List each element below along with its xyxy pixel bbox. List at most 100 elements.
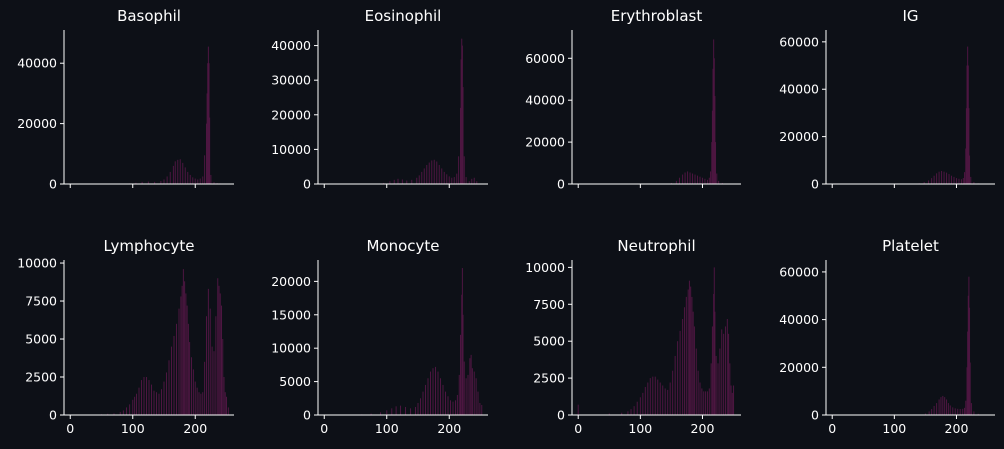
histogram-bar <box>458 374 460 415</box>
histogram-bar <box>968 276 970 415</box>
histogram-bar <box>947 403 949 415</box>
histogram-bar <box>473 371 475 415</box>
y-tick-label: 60000 <box>779 264 819 279</box>
histogram-bar <box>964 172 966 184</box>
histogram-bar <box>973 182 975 184</box>
histogram-bar <box>703 391 705 415</box>
histogram-bar <box>436 161 438 184</box>
histogram-bar <box>194 178 196 184</box>
histogram-bar <box>669 382 671 415</box>
histogram-bar <box>672 370 674 415</box>
histogram-bar <box>383 182 385 184</box>
histogram-bar <box>724 326 726 415</box>
histogram-bar <box>970 176 972 184</box>
histogram-bar <box>966 367 968 415</box>
histogram-bar <box>647 382 649 415</box>
histogram-bar <box>200 393 202 415</box>
histogram-bar <box>941 170 943 184</box>
y-tick-label: 10000 <box>271 341 311 356</box>
histogram-bar <box>207 63 209 185</box>
y-tick-label: 60000 <box>779 34 819 49</box>
histogram-bar <box>421 171 423 184</box>
histogram-bar <box>713 293 715 415</box>
histogram-bar <box>962 178 964 184</box>
histogram-bar <box>202 176 204 184</box>
histogram-bar <box>636 401 638 415</box>
histogram-bar <box>952 407 954 415</box>
histogram-bar <box>477 391 479 415</box>
histogram-bar <box>202 392 204 415</box>
histogram-bar <box>428 162 430 184</box>
histogram-bar <box>960 179 962 184</box>
histogram-bar <box>213 182 215 184</box>
histogram-bar <box>931 178 933 184</box>
histogram-bar <box>966 65 968 184</box>
histogram-bar <box>701 388 703 415</box>
histogram-bar <box>713 58 715 184</box>
y-tick-label: 0 <box>557 177 565 192</box>
histogram-bar <box>692 173 694 184</box>
histogram-bar <box>209 117 211 184</box>
histogram-bar <box>171 346 172 415</box>
histogram-bar <box>627 411 629 415</box>
histogram-bar <box>928 180 930 184</box>
histogram-bar <box>933 405 935 415</box>
histogram-bar <box>473 177 475 184</box>
histogram-bar <box>684 172 686 184</box>
histogram-bar <box>411 179 413 184</box>
histogram-bar <box>406 180 408 184</box>
histogram-bar <box>649 378 651 415</box>
histogram-bar <box>711 110 713 184</box>
histogram-bar <box>977 413 979 415</box>
histogram-bar <box>456 173 458 184</box>
histogram-bar <box>460 334 461 415</box>
histogram-bar <box>452 401 454 415</box>
histogram-bar <box>191 357 192 415</box>
histogram-bar <box>965 108 967 184</box>
y-tick-label: 15000 <box>271 307 311 322</box>
y-tick-label: 7500 <box>533 297 565 312</box>
histogram-bar <box>962 408 964 415</box>
y-tick-label: 0 <box>557 408 565 423</box>
histogram-bar <box>642 392 644 415</box>
panel-monocyte: Monocyte 0 5000 10000 15000 20000 0 100 200 <box>271 237 488 436</box>
histogram-bar <box>967 295 969 415</box>
histogram-bar <box>179 159 181 184</box>
histogram-bar <box>965 148 967 184</box>
histogram-bar <box>689 172 691 184</box>
histogram-bar <box>129 404 131 415</box>
histogram-bar <box>644 386 646 415</box>
histogram-bar <box>951 175 953 184</box>
panel-title: Basophil <box>117 7 181 25</box>
histogram-bar <box>136 393 137 415</box>
histogram-bar <box>713 267 715 415</box>
histogram-bar <box>475 378 477 415</box>
histogram-bar <box>461 268 463 415</box>
histogram-bar <box>194 381 196 415</box>
histogram-bar <box>928 411 930 415</box>
histogram-bar <box>182 162 184 184</box>
histogram-bar <box>172 165 174 184</box>
histogram-bar <box>674 355 676 415</box>
histogram-bar <box>176 323 177 415</box>
histogram-bar <box>461 45 463 185</box>
histogram-bar <box>711 142 713 184</box>
histogram-bar <box>218 285 220 415</box>
histogram-bar <box>958 178 960 184</box>
panel-neutrophil: Neutrophil 0 2500 5000 7500 10000 0 100 200 <box>525 237 741 436</box>
histogram-bar <box>970 403 972 415</box>
y-tick-label: 0 <box>811 177 819 192</box>
histogram-bar <box>694 174 696 184</box>
histogram-bar <box>426 164 428 184</box>
histogram-bar <box>132 399 134 415</box>
histogram-bar <box>168 360 170 415</box>
panel-title: Neutrophil <box>617 237 695 255</box>
histogram-bar <box>146 377 147 415</box>
histogram-bar <box>969 155 971 184</box>
histogram-bar <box>728 333 730 415</box>
histogram-bar <box>209 308 211 415</box>
histogram-bar <box>460 59 462 185</box>
histogram-bar <box>138 387 140 415</box>
histogram-bar <box>431 160 433 184</box>
histogram-bar <box>692 311 694 415</box>
